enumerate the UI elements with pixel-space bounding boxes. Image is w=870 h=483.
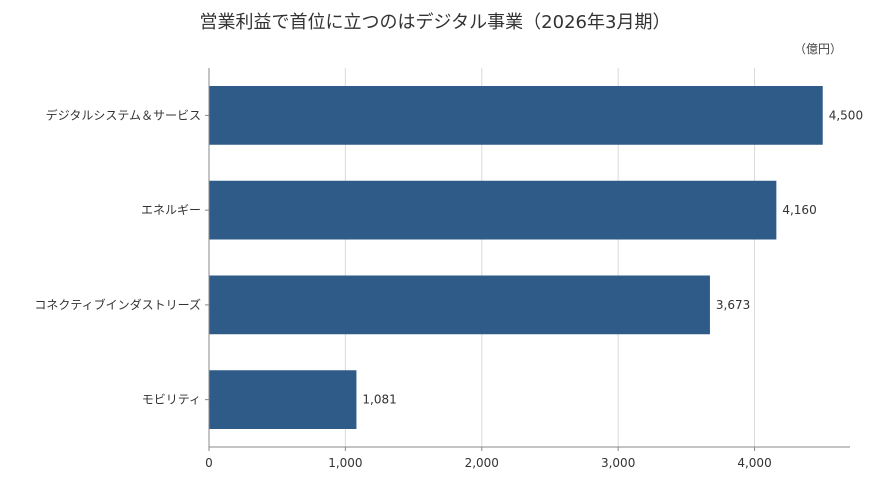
x-tick-label-4: 4,000 xyxy=(737,456,771,470)
unit-label: （億円） xyxy=(793,42,842,56)
bar-2 xyxy=(209,275,710,335)
x-tick-label-2: 2,000 xyxy=(465,456,499,470)
category-label-1: エネルギー xyxy=(141,203,201,217)
bar-1 xyxy=(209,180,777,240)
chart-title: 営業利益で首位に立つのはデジタル事業（2026年3月期） xyxy=(199,12,671,33)
x-tick-label-0: 0 xyxy=(205,456,213,470)
value-label-2: 3,673 xyxy=(716,298,750,312)
bar-0 xyxy=(209,86,823,145)
category-label-0: デジタルシステム＆サービス xyxy=(46,107,201,122)
category-label-2: コネクティブインダストリーズ xyxy=(34,297,201,312)
value-label-1: 4,160 xyxy=(782,203,816,217)
x-tick-label-1: 1,000 xyxy=(328,456,362,470)
value-label-0: 4,500 xyxy=(829,108,863,122)
category-label-3: モビリティ xyxy=(142,393,201,407)
x-tick-label-3: 3,000 xyxy=(601,456,635,470)
bar-3 xyxy=(209,370,357,429)
value-label-3: 1,081 xyxy=(362,393,396,407)
